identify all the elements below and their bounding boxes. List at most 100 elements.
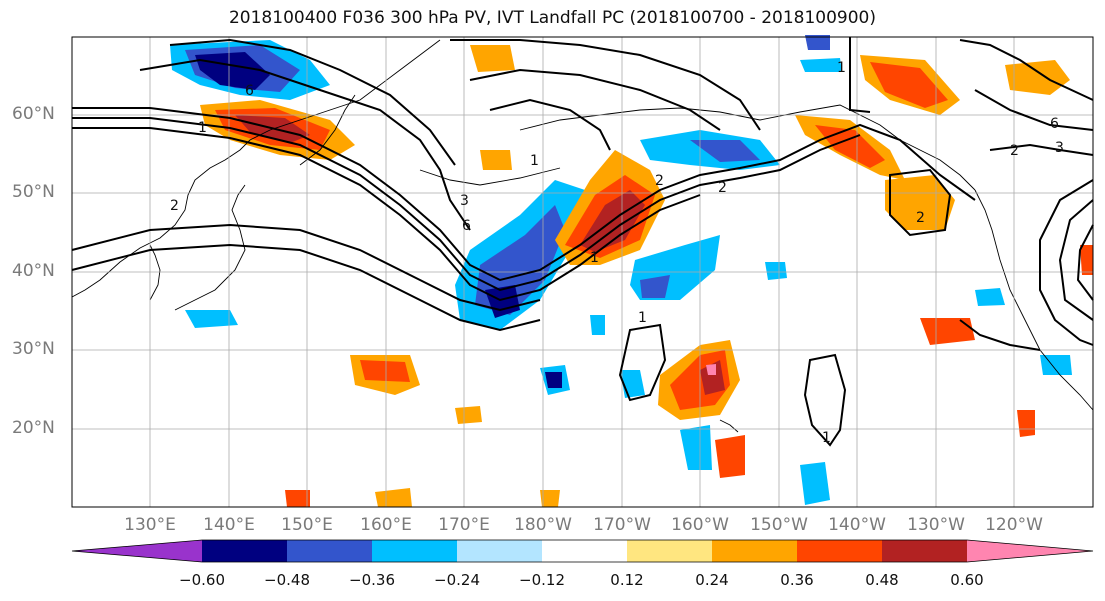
lon-label: 130°W xyxy=(907,515,965,535)
lon-label: 170°E xyxy=(438,515,490,535)
north-america-coastline xyxy=(974,189,1094,411)
positive-region xyxy=(920,318,975,345)
colorbar-tick-label: 0.12 xyxy=(610,571,644,589)
contour-label: 3 xyxy=(1055,140,1064,156)
colorbar-tick-label: 0.24 xyxy=(695,571,729,589)
pv-contour xyxy=(489,98,611,151)
negative-region xyxy=(800,462,830,505)
pv-contour xyxy=(169,38,456,166)
pv-contour xyxy=(618,323,667,402)
lat-label: 40°N xyxy=(12,261,55,281)
alaska-coastline xyxy=(519,104,976,191)
negative-region xyxy=(765,262,787,280)
lat-label: 30°N xyxy=(12,339,55,359)
colorbar-tick-label: 0.48 xyxy=(865,571,899,589)
negative-region xyxy=(805,35,830,50)
negative-region xyxy=(690,140,760,162)
pv-contour xyxy=(889,168,952,237)
negative-region xyxy=(975,288,1005,306)
colorbar-segment xyxy=(457,540,542,562)
pv-contour xyxy=(71,243,541,332)
gridlines xyxy=(72,37,1093,507)
negative-region xyxy=(1040,355,1072,375)
contour-label: 1 xyxy=(530,153,539,169)
colorbar-tick-label: −0.12 xyxy=(519,571,565,589)
japan-coastline xyxy=(174,184,246,311)
lon-label: 130°E xyxy=(124,515,176,535)
colorbar-tick-label: 0.36 xyxy=(780,571,814,589)
positive-region xyxy=(285,490,310,507)
contour-label: 1 xyxy=(638,310,647,326)
contour-label: 1 xyxy=(822,430,831,446)
colorbar-tick-label: −0.48 xyxy=(264,571,310,589)
colorbar-tick-label: −0.36 xyxy=(349,571,395,589)
contour-label: 3 xyxy=(460,193,469,209)
lon-label: 120°W xyxy=(985,515,1043,535)
lon-label: 160°W xyxy=(671,515,729,535)
map-title: 2018100400 F036 300 hPa PV, IVT Landfall… xyxy=(228,8,876,28)
pv-contour xyxy=(989,143,1094,156)
colorbar-segment xyxy=(627,540,712,562)
negative-region xyxy=(545,372,562,388)
positive-region xyxy=(870,62,948,108)
positive-region xyxy=(715,435,745,478)
positive-region xyxy=(360,360,410,382)
korea-coastline xyxy=(149,244,161,301)
colorbar-tick-label: −0.60 xyxy=(179,571,225,589)
positive-region xyxy=(1005,60,1070,95)
contour-labels: 1 2 6 1 2 6 3 1 2 1 2 3 6 1 1 2 xyxy=(170,60,1064,446)
pv-contour xyxy=(803,353,847,447)
aleutian-islands xyxy=(419,167,561,186)
colorbar-segment xyxy=(882,540,967,562)
colorbar-tick-label: −0.24 xyxy=(434,571,480,589)
colorbar-max-extend xyxy=(967,540,1093,562)
pv-contour xyxy=(959,39,1094,101)
negative-region xyxy=(800,58,842,72)
contour-label: 6 xyxy=(462,218,471,234)
pv-contour xyxy=(1039,179,1094,346)
colorbar-segment xyxy=(287,540,372,562)
pv-contour xyxy=(72,127,701,302)
contour-label: 2 xyxy=(718,180,727,196)
positive-region xyxy=(375,488,412,507)
negative-region xyxy=(640,275,670,298)
colorbar-segment xyxy=(542,540,627,562)
pv-contour xyxy=(1076,224,1094,301)
positive-region xyxy=(1080,245,1093,275)
pv-contour xyxy=(1058,199,1094,321)
lon-label: 180°W xyxy=(514,515,572,535)
negative-region xyxy=(590,315,605,335)
lat-label: 20°N xyxy=(12,418,55,438)
kamchatka-coastline xyxy=(299,94,356,166)
pv-contour xyxy=(469,68,721,131)
colorbar-segment xyxy=(797,540,882,562)
lon-label: 140°E xyxy=(203,515,255,535)
pv-contour xyxy=(72,117,861,292)
colorbar-segment xyxy=(712,540,797,562)
lat-label: 60°N xyxy=(12,104,55,124)
lon-label: 150°W xyxy=(750,515,808,535)
lat-label: 50°N xyxy=(12,182,55,202)
contour-label: 2 xyxy=(170,198,179,214)
contour-label: 2 xyxy=(1010,143,1019,159)
colorbar-segment xyxy=(372,540,457,562)
positive-region xyxy=(470,45,515,72)
positive-region xyxy=(540,490,560,507)
contour-label: 2 xyxy=(655,173,664,189)
negative-region xyxy=(475,205,565,315)
negative-region xyxy=(185,310,238,328)
contour-label: 6 xyxy=(245,83,254,99)
negative-region xyxy=(680,425,712,470)
positive-region xyxy=(700,360,725,395)
lon-label: 150°E xyxy=(281,515,333,535)
pv-contour xyxy=(71,223,541,312)
contour-label: 6 xyxy=(1050,116,1059,132)
positive-region xyxy=(480,150,512,170)
contour-label: 1 xyxy=(837,60,846,76)
lon-label: 170°W xyxy=(593,515,651,535)
pv-contour xyxy=(139,58,471,231)
positive-region xyxy=(1017,410,1035,437)
pv-contours xyxy=(71,37,1094,447)
positive-region xyxy=(885,175,955,230)
positive-region xyxy=(706,364,716,375)
